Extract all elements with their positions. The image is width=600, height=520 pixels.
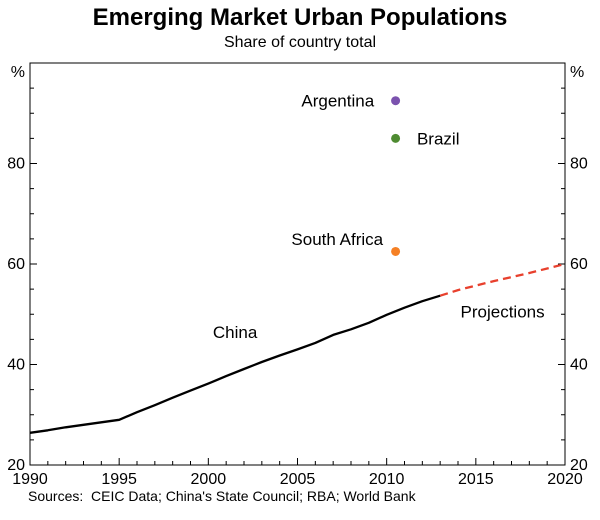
x-tick-label: 2010 — [369, 471, 405, 485]
x-tick-label: 2005 — [280, 471, 316, 485]
brazil-dot — [391, 134, 401, 144]
chart-subtitle: Share of country total — [223, 34, 377, 52]
y-unit-label-right: % — [570, 64, 584, 81]
chart-title: Emerging Market Urban Populations — [92, 4, 508, 31]
china-label: China — [213, 323, 258, 342]
y-tick-label-right: 40 — [570, 357, 588, 374]
projections-label: Projections — [461, 303, 545, 322]
argentina-label: Argentina — [301, 92, 374, 111]
plot-frame — [29, 62, 566, 466]
x-tick-label: 1990 — [12, 471, 48, 485]
y-tick-label-right: 60 — [570, 256, 588, 273]
x-tick-label: 2015 — [458, 471, 494, 485]
source-note: Sources: CEIC Data; China's State Counci… — [28, 488, 416, 505]
x-tick-label: 2020 — [547, 471, 583, 485]
y-tick-label-right: 80 — [570, 156, 588, 173]
x-tick-label: 2000 — [191, 471, 227, 485]
x-tick-label: 1995 — [101, 471, 137, 485]
y-tick-label-right: 20 — [570, 457, 588, 474]
south-africa-label: South Africa — [291, 230, 383, 249]
y-tick-label-left: 20 — [7, 457, 25, 474]
china-projections-line — [439, 263, 566, 298]
y-unit-label-left: % — [11, 64, 25, 81]
y-tick-label-left: 60 — [7, 256, 25, 273]
brazil-label: Brazil — [417, 130, 460, 149]
south-africa-dot — [391, 247, 401, 257]
y-tick-label-left: 80 — [7, 156, 25, 173]
china-line — [29, 294, 441, 435]
y-tick-label-left: 40 — [7, 357, 25, 374]
argentina-dot — [391, 96, 401, 106]
